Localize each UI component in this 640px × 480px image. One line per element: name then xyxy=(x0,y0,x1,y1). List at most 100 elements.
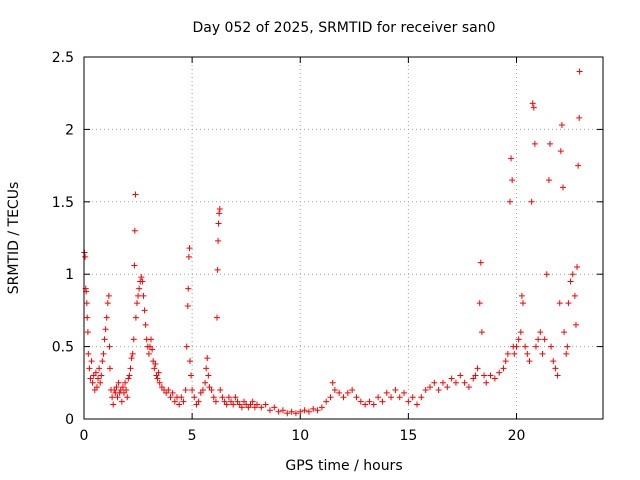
data-point xyxy=(569,271,576,278)
data-point xyxy=(323,398,330,405)
data-point xyxy=(82,253,89,260)
data-point xyxy=(461,379,468,386)
data-point xyxy=(89,379,96,386)
data-point xyxy=(564,343,571,350)
data-point xyxy=(513,343,520,350)
data-point xyxy=(349,387,356,394)
data-point xyxy=(225,394,232,401)
data-point xyxy=(409,394,416,401)
data-point xyxy=(528,198,535,205)
data-point xyxy=(314,407,321,414)
data-point xyxy=(124,394,131,401)
data-point xyxy=(472,372,479,379)
data-point xyxy=(366,398,373,405)
data-point xyxy=(535,336,542,343)
y-axis-label: SRMTID / TECUs xyxy=(6,182,22,295)
data-point xyxy=(524,350,531,357)
data-point xyxy=(567,278,574,285)
data-point xyxy=(202,379,209,386)
data-point xyxy=(169,389,176,396)
data-point xyxy=(249,398,256,405)
data-point xyxy=(435,387,442,394)
data-point xyxy=(217,387,224,394)
data-point xyxy=(340,394,347,401)
data-point xyxy=(216,210,223,217)
data-point xyxy=(431,379,438,386)
data-point xyxy=(558,122,565,129)
data-point xyxy=(154,375,161,382)
data-point xyxy=(115,379,122,386)
data-point xyxy=(452,379,459,386)
data-point xyxy=(130,336,137,343)
data-point xyxy=(331,387,338,394)
gridlines xyxy=(84,57,603,419)
data-point xyxy=(92,369,99,376)
data-point xyxy=(142,321,149,328)
chart-title: Day 052 of 2025, SRMTID for receiver san… xyxy=(192,20,495,36)
data-point xyxy=(171,398,178,405)
data-point xyxy=(379,398,386,405)
data-point xyxy=(507,198,514,205)
data-point xyxy=(232,394,239,401)
data-point xyxy=(183,343,190,350)
data-point xyxy=(84,314,91,321)
data-point xyxy=(126,372,133,379)
data-point xyxy=(518,292,525,299)
x-tick-label: 0 xyxy=(80,428,89,444)
data-point xyxy=(230,401,237,408)
data-point xyxy=(141,307,148,314)
data-point xyxy=(191,394,198,401)
data-point xyxy=(511,350,518,357)
data-point xyxy=(216,206,223,213)
data-point xyxy=(132,191,139,198)
data-point xyxy=(396,394,403,401)
data-point xyxy=(262,401,269,408)
data-point xyxy=(102,326,109,333)
data-point xyxy=(427,384,433,391)
data-point xyxy=(185,253,192,260)
data-point xyxy=(176,401,183,408)
data-point xyxy=(189,387,196,394)
data-point xyxy=(353,394,360,401)
data-point xyxy=(344,389,351,396)
data-point xyxy=(266,407,273,414)
data-point xyxy=(575,162,582,169)
data-point xyxy=(133,300,140,307)
data-point xyxy=(85,350,92,357)
data-point xyxy=(184,303,191,310)
data-point xyxy=(329,379,336,386)
data-point xyxy=(401,389,408,396)
y-tick-label: 0.5 xyxy=(52,340,74,356)
data-point xyxy=(576,68,583,75)
data-point xyxy=(526,358,533,365)
data-point xyxy=(478,329,485,336)
data-point xyxy=(496,369,503,376)
data-point xyxy=(515,336,522,343)
data-point xyxy=(392,387,399,394)
axis-ticks: 0 5 10 15 20 0 0.5 1 1.5 2 2.5 xyxy=(52,50,603,444)
data-point xyxy=(279,407,286,414)
data-point xyxy=(541,336,548,343)
data-point xyxy=(180,398,187,405)
data-point xyxy=(219,394,226,401)
data-point xyxy=(188,372,195,379)
data-point xyxy=(457,372,464,379)
data-point xyxy=(122,379,129,386)
data-point xyxy=(383,389,390,396)
data-point xyxy=(131,227,138,234)
data-point xyxy=(105,292,112,299)
data-point xyxy=(127,365,134,372)
data-point xyxy=(199,387,206,394)
x-tick-label: 10 xyxy=(291,428,309,444)
data-point xyxy=(271,404,278,411)
data-point xyxy=(149,346,156,353)
data-point xyxy=(574,263,581,270)
data-point xyxy=(547,140,554,147)
data-point xyxy=(557,148,564,155)
data-point xyxy=(106,343,113,350)
data-point xyxy=(101,336,108,343)
data-point xyxy=(215,220,222,227)
data-point xyxy=(531,140,538,147)
data-point xyxy=(301,407,308,414)
data-point xyxy=(238,404,245,411)
